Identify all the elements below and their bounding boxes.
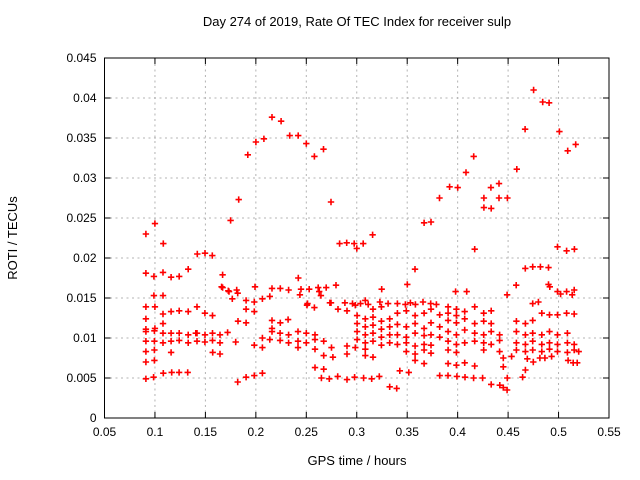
y-tick-label: 0.005: [66, 371, 96, 385]
x-tick-label: 0.55: [597, 425, 621, 439]
data-points: [142, 86, 582, 394]
x-tick-label: 0.4: [449, 425, 466, 439]
x-tick-label: 0.1: [147, 425, 164, 439]
y-tick-label: 0.025: [66, 211, 96, 225]
y-tick-label: 0.04: [73, 91, 97, 105]
chart-title: Day 274 of 2019, Rate Of TEC Index for r…: [203, 14, 511, 29]
y-tick-label: 0.02: [73, 251, 97, 265]
scatter-points-path: [142, 86, 582, 394]
x-axis-label: GPS time / hours: [308, 453, 407, 468]
axis-ticks: [104, 57, 610, 419]
y-tick-label: 0.045: [66, 51, 96, 65]
y-axis-label: ROTI / TECUs: [5, 196, 20, 280]
x-tick-label: 0.2: [248, 425, 265, 439]
x-tick-label: 0.3: [348, 425, 365, 439]
x-tick-label: 0.15: [194, 425, 218, 439]
y-tick-label: 0.035: [66, 131, 96, 145]
y-tick-label: 0.015: [66, 291, 96, 305]
y-tick-label: 0: [90, 411, 97, 425]
x-tick-label: 0.25: [295, 425, 319, 439]
tick-labels: 0.05 0.1 0.15 0.2 0.25 0.3 0.35 0.4 0.45 0.5 0.55 0…: [66, 51, 621, 439]
x-tick-label: 0.35: [396, 425, 420, 439]
x-tick-label: 0.45: [496, 425, 520, 439]
y-tick-label: 0.01: [73, 331, 97, 345]
y-tick-label: 0.03: [73, 171, 97, 185]
x-tick-label: 0.5: [550, 425, 567, 439]
x-tick-label: 0.05: [93, 425, 117, 439]
